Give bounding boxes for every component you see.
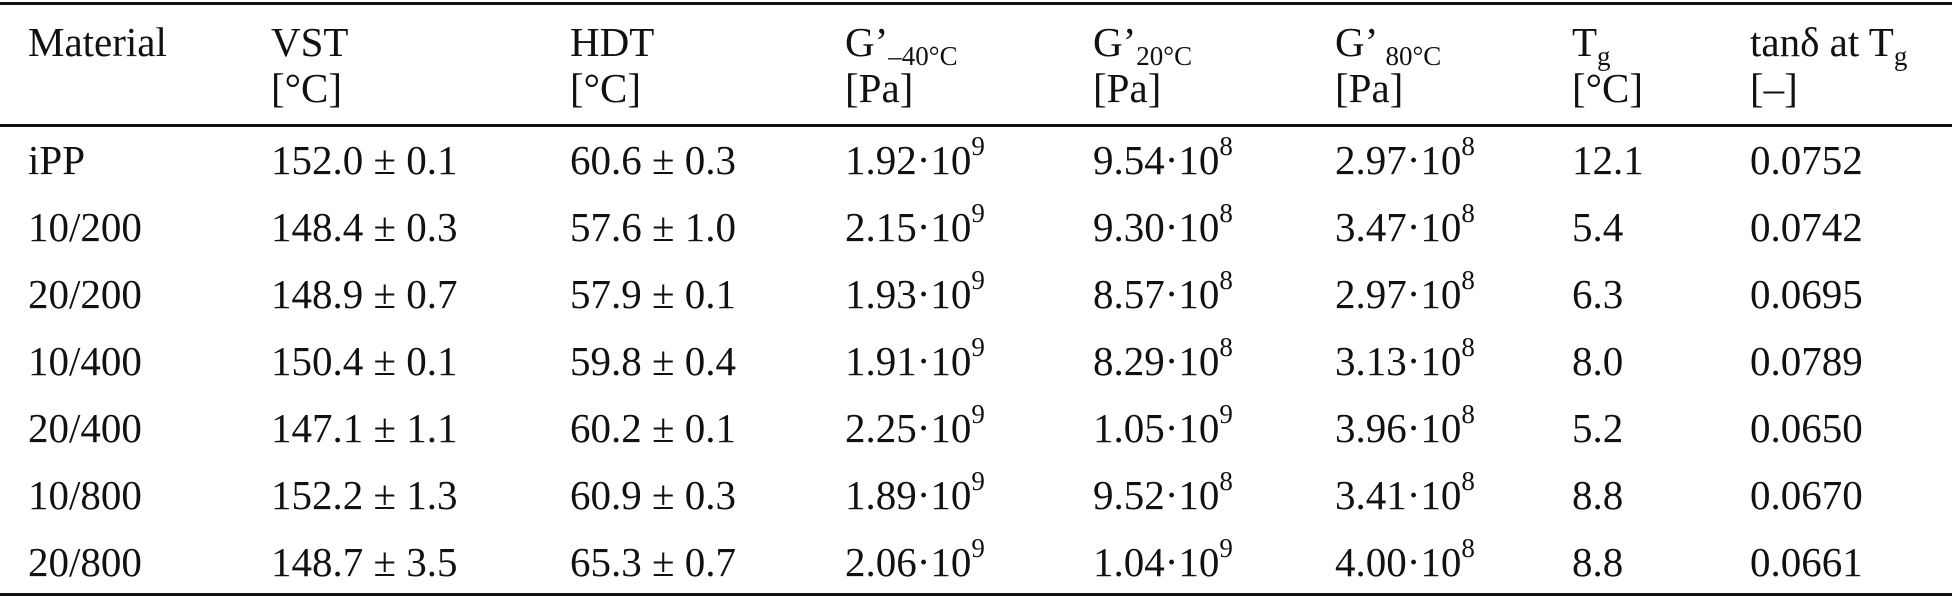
cell-g-80: 3.47·108 bbox=[1335, 198, 1475, 250]
top-rule bbox=[0, 2, 1952, 5]
cell-g-80: 3.13·108 bbox=[1335, 332, 1475, 384]
cell-g-minus40: 1.92·109 bbox=[845, 131, 985, 183]
cell-g-minus40: 1.91·109 bbox=[845, 332, 985, 384]
cell-vst: 152.2 ± 1.3 bbox=[271, 472, 458, 518]
table-row: 20/400 147.1 ± 1.1 60.2 ± 0.1 2.25·109 1… bbox=[0, 395, 1952, 462]
unit-hdt: [°C] bbox=[570, 65, 642, 111]
table-row: 10/200 148.4 ± 0.3 57.6 ± 1.0 2.15·109 9… bbox=[0, 194, 1952, 261]
unit-material bbox=[0, 65, 271, 125]
header-material: Material bbox=[28, 19, 167, 65]
header-tan-delta: tanδ at Tg bbox=[1750, 19, 1908, 72]
cell-tg: 8.8 bbox=[1572, 539, 1624, 585]
cell-hdt: 65.3 ± 0.7 bbox=[570, 539, 737, 585]
cell-hdt: 60.9 ± 0.3 bbox=[570, 472, 737, 518]
cell-vst: 148.7 ± 3.5 bbox=[271, 539, 458, 585]
cell-tg: 12.1 bbox=[1572, 137, 1644, 183]
table-row: 10/400 150.4 ± 0.1 59.8 ± 0.4 1.91·109 8… bbox=[0, 328, 1952, 395]
cell-material: 20/800 bbox=[28, 539, 142, 585]
cell-tg: 5.4 bbox=[1572, 204, 1624, 250]
cell-g-80: 3.96·108 bbox=[1335, 399, 1475, 451]
header-units-row: [°C] [°C] [Pa] [Pa] [Pa] [°C] [–] bbox=[0, 65, 1952, 125]
cell-tan-delta: 0.0742 bbox=[1750, 204, 1863, 250]
cell-vst: 147.1 ± 1.1 bbox=[271, 405, 458, 451]
table-row: 10/800 152.2 ± 1.3 60.9 ± 0.3 1.89·109 9… bbox=[0, 462, 1952, 529]
cell-vst: 150.4 ± 0.1 bbox=[271, 338, 458, 384]
cell-material: 20/200 bbox=[28, 271, 142, 317]
cell-g-20: 9.54·108 bbox=[1093, 131, 1233, 183]
header-row: Material VST HDT G’–40°C G’20°C G’ 80°C … bbox=[0, 0, 1952, 72]
header-tg: Tg bbox=[1572, 19, 1611, 72]
unit-g-20: [Pa] bbox=[1093, 65, 1162, 111]
cell-g-20: 1.05·109 bbox=[1093, 399, 1233, 451]
bottom-rule bbox=[0, 593, 1952, 596]
unit-tan-delta: [–] bbox=[1750, 65, 1798, 111]
cell-g-80: 4.00·108 bbox=[1335, 533, 1475, 585]
cell-tan-delta: 0.0752 bbox=[1750, 137, 1863, 183]
cell-material: iPP bbox=[28, 137, 85, 183]
table-row: 20/200 148.9 ± 0.7 57.9 ± 0.1 1.93·109 8… bbox=[0, 261, 1952, 328]
cell-tg: 8.8 bbox=[1572, 472, 1624, 518]
cell-tg: 6.3 bbox=[1572, 271, 1624, 317]
cell-g-minus40: 2.25·109 bbox=[845, 399, 985, 451]
cell-tan-delta: 0.0670 bbox=[1750, 472, 1863, 518]
cell-g-80: 2.97·108 bbox=[1335, 265, 1475, 317]
cell-g-minus40: 1.89·109 bbox=[845, 466, 985, 518]
cell-tan-delta: 0.0661 bbox=[1750, 539, 1863, 585]
cell-tg: 8.0 bbox=[1572, 338, 1624, 384]
header-vst: VST bbox=[271, 19, 349, 65]
cell-hdt: 60.2 ± 0.1 bbox=[570, 405, 737, 451]
cell-tan-delta: 0.0789 bbox=[1750, 338, 1863, 384]
cell-hdt: 57.9 ± 0.1 bbox=[570, 271, 737, 317]
cell-material: 10/800 bbox=[28, 472, 142, 518]
cell-vst: 152.0 ± 0.1 bbox=[271, 137, 458, 183]
header-g-minus40: G’–40°C bbox=[845, 19, 958, 72]
cell-tan-delta: 0.0650 bbox=[1750, 405, 1863, 451]
cell-material: 10/200 bbox=[28, 204, 142, 250]
cell-g-20: 9.30·108 bbox=[1093, 198, 1233, 250]
cell-hdt: 57.6 ± 1.0 bbox=[570, 204, 737, 250]
cell-material: 10/400 bbox=[28, 338, 142, 384]
cell-g-20: 9.52·108 bbox=[1093, 466, 1233, 518]
cell-hdt: 60.6 ± 0.3 bbox=[570, 137, 737, 183]
header-g-20: G’20°C bbox=[1093, 19, 1193, 72]
cell-vst: 148.4 ± 0.3 bbox=[271, 204, 458, 250]
unit-tg: [°C] bbox=[1572, 65, 1644, 111]
cell-g-minus40: 2.15·109 bbox=[845, 198, 985, 250]
header-g-80: G’ 80°C bbox=[1335, 19, 1442, 72]
cell-g-20: 8.57·108 bbox=[1093, 265, 1233, 317]
cell-tg: 5.2 bbox=[1572, 405, 1624, 451]
unit-vst: [°C] bbox=[271, 65, 343, 111]
cell-material: 20/400 bbox=[28, 405, 142, 451]
table-row: iPP 152.0 ± 0.1 60.6 ± 0.3 1.92·109 9.54… bbox=[0, 125, 1952, 194]
cell-tan-delta: 0.0695 bbox=[1750, 271, 1863, 317]
cell-g-80: 2.97·108 bbox=[1335, 131, 1475, 183]
unit-g-minus40: [Pa] bbox=[845, 65, 914, 111]
table-row: 20/800 148.7 ± 3.5 65.3 ± 0.7 2.06·109 1… bbox=[0, 529, 1952, 596]
cell-vst: 148.9 ± 0.7 bbox=[271, 271, 458, 317]
cell-g-80: 3.41·108 bbox=[1335, 466, 1475, 518]
cell-hdt: 59.8 ± 0.4 bbox=[570, 338, 737, 384]
cell-g-20: 8.29·108 bbox=[1093, 332, 1233, 384]
cell-g-20: 1.04·109 bbox=[1093, 533, 1233, 585]
header-rule bbox=[0, 124, 1952, 127]
header-hdt: HDT bbox=[570, 19, 655, 65]
cell-g-minus40: 2.06·109 bbox=[845, 533, 985, 585]
cell-g-minus40: 1.93·109 bbox=[845, 265, 985, 317]
unit-g-80: [Pa] bbox=[1335, 65, 1404, 111]
